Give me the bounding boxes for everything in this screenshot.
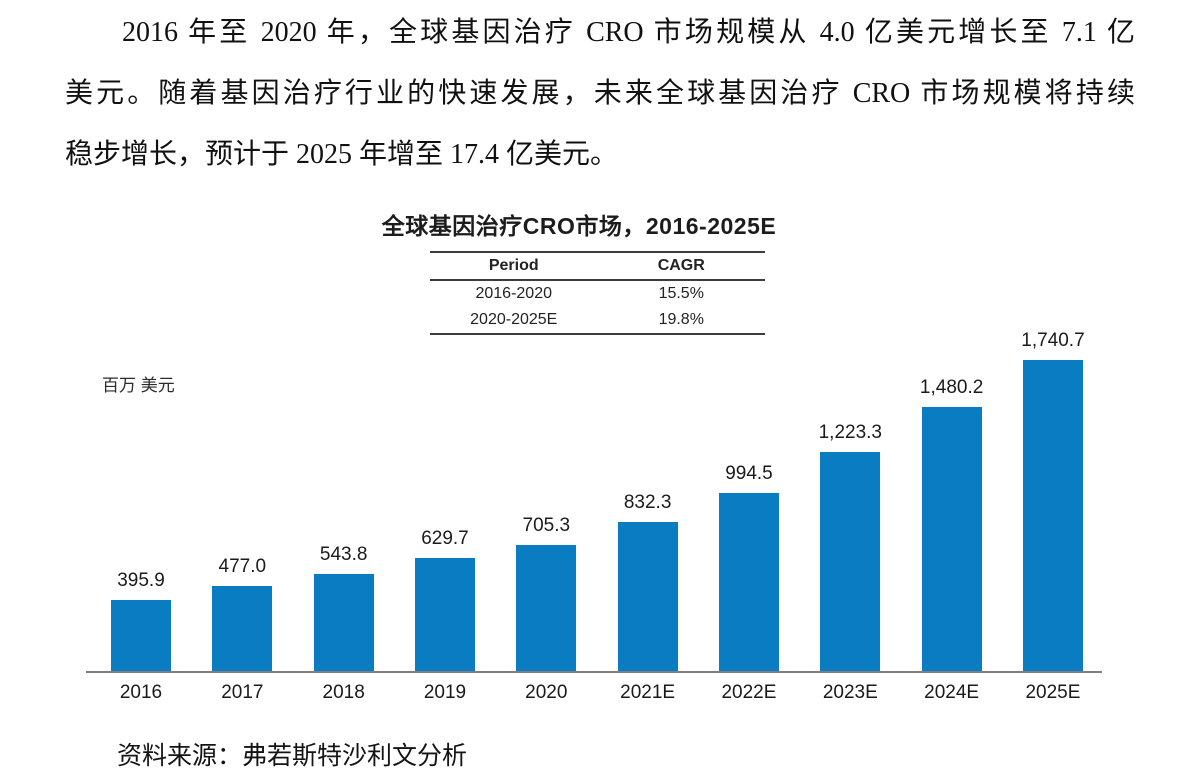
- bar-value-label: 1,740.7: [1021, 330, 1085, 351]
- chart-title: 全球基因治疗CRO市场，2016-2025E: [381, 213, 777, 239]
- bar-value-label: 543.8: [319, 544, 368, 565]
- bar-value-label: 629.7: [421, 528, 469, 549]
- x-axis-tick-label: 2016: [119, 682, 163, 703]
- x-axis-tick-label: 2020: [525, 682, 568, 703]
- table-row: 2016-2020 15.5%: [430, 280, 765, 307]
- x-axis-tick-label: 2022E: [721, 682, 777, 703]
- x-axis-tick-label: 2019: [423, 682, 467, 703]
- bar-value-label: 477.0: [218, 556, 267, 577]
- bar: [921, 407, 982, 671]
- plot-area: 395.9 477.0 543.8 629.7 705.3 832.3 994.5 1,223…: [86, 330, 1102, 673]
- bar: [313, 574, 374, 671]
- x-axis-tick-label: 2023E: [822, 682, 878, 703]
- bar-value-label: 1,223.3: [818, 422, 882, 443]
- cagr-value-1: 15.5%: [658, 285, 704, 302]
- x-axis-tick-label: 2021E: [620, 682, 676, 703]
- bar-value-label: 395.9: [117, 570, 165, 591]
- paragraph-line-2: 美元。随着基因治疗行业的快速发展，未来全球基因治疗 CRO 市场规模将持续: [65, 78, 1135, 109]
- x-axis-labels: 2016 2017 2018 2019 2020 2021E 2022E 2023E 2024E…: [86, 682, 1102, 706]
- bar: [414, 558, 475, 671]
- y-axis-unit-label: 百万 美元: [102, 376, 175, 395]
- bar: [111, 600, 171, 671]
- bar-value-label: 705.3: [522, 515, 571, 536]
- cagr-table-header-cagr: CAGR: [657, 257, 705, 274]
- bar: [516, 545, 577, 671]
- intro-paragraph: 2016 年至 2020 年，全球基因治疗 CRO 市场规模从 4.0 亿美元增…: [65, 2, 1135, 185]
- x-axis-tick-label: 2018: [322, 682, 365, 703]
- cagr-table-header-period: Period: [488, 257, 539, 274]
- cagr-value-2: 19.8%: [658, 311, 704, 328]
- bar-value-label: 1,480.2: [919, 377, 984, 398]
- bar-value-label: 994.5: [725, 463, 773, 484]
- cagr-table-header-row: Period CAGR: [430, 252, 765, 280]
- cagr-period-1: 2016-2020: [475, 285, 552, 302]
- x-axis-tick-label: 2017: [221, 682, 264, 703]
- bar: [212, 586, 273, 671]
- cagr-table: Period CAGR 2016-2020 15.5% 2020-2025E 1…: [430, 251, 765, 335]
- x-axis-tick-label: 2025E: [1025, 682, 1081, 703]
- source-note: 资料来源：弗若斯特沙利文分析: [117, 743, 468, 770]
- x-axis-tick-label: 2024E: [924, 682, 980, 703]
- bar: [1022, 360, 1083, 671]
- bar: [820, 452, 881, 671]
- cagr-period-2: 2020-2025E: [470, 311, 558, 328]
- bar-value-label: 832.3: [623, 492, 672, 513]
- paragraph-line-3: 稳步增长，预计于 2025 年增至 17.4 亿美元。: [65, 139, 619, 170]
- bar: [617, 522, 678, 671]
- bar: [718, 493, 779, 671]
- table-row: 2020-2025E 19.8%: [430, 307, 765, 334]
- paragraph-line-1: 2016 年至 2020 年，全球基因治疗 CRO 市场规模从 4.0 亿美元增…: [122, 17, 1135, 48]
